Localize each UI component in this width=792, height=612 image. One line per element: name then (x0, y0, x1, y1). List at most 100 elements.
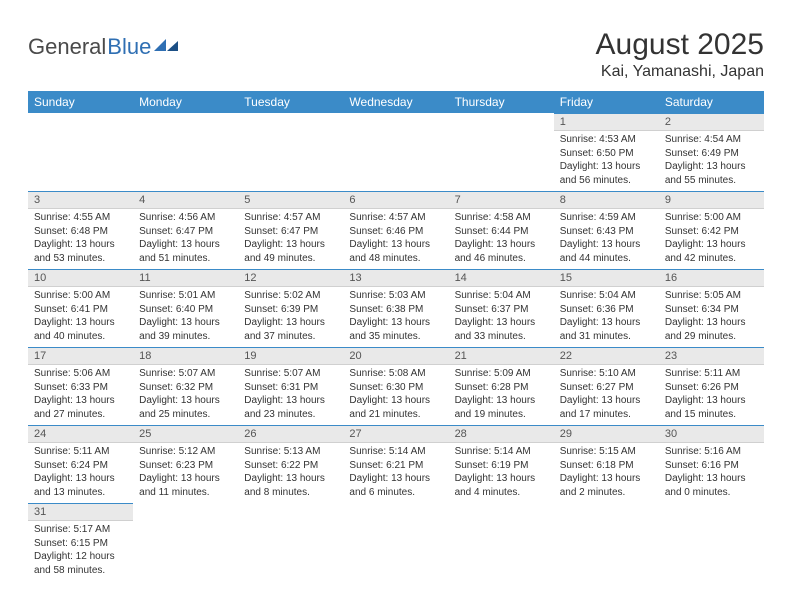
day-number: 27 (343, 426, 448, 442)
day-details: Sunrise: 5:11 AMSunset: 6:24 PMDaylight:… (28, 443, 133, 503)
daylight-line: Daylight: 13 hours and 23 minutes. (244, 394, 337, 421)
day-number: 4 (133, 192, 238, 208)
calendar-week: 24Sunrise: 5:11 AMSunset: 6:24 PMDayligh… (28, 425, 764, 503)
daylight-line: Daylight: 13 hours and 44 minutes. (560, 238, 653, 265)
calendar-cell: 12Sunrise: 5:02 AMSunset: 6:39 PMDayligh… (238, 269, 343, 347)
sunset-line: Sunset: 6:30 PM (349, 381, 442, 395)
day-number: 23 (659, 348, 764, 364)
day-details: Sunrise: 4:57 AMSunset: 6:47 PMDaylight:… (238, 209, 343, 269)
calendar-cell (238, 113, 343, 191)
daylight-line: Daylight: 13 hours and 27 minutes. (34, 394, 127, 421)
daylight-line: Daylight: 13 hours and 56 minutes. (560, 160, 653, 187)
calendar-cell: 25Sunrise: 5:12 AMSunset: 6:23 PMDayligh… (133, 425, 238, 503)
day-number: 31 (28, 504, 133, 520)
day-details: Sunrise: 5:08 AMSunset: 6:30 PMDaylight:… (343, 365, 448, 425)
day-number: 24 (28, 426, 133, 442)
day-number: 1 (554, 114, 659, 130)
calendar-cell (28, 113, 133, 191)
month-title: August 2025 (596, 28, 764, 61)
calendar-cell: 26Sunrise: 5:13 AMSunset: 6:22 PMDayligh… (238, 425, 343, 503)
daylight-line: Daylight: 13 hours and 39 minutes. (139, 316, 232, 343)
daylight-line: Daylight: 13 hours and 31 minutes. (560, 316, 653, 343)
page-header: GeneralBlue August 2025 Kai, Yamanashi, … (28, 28, 764, 81)
sunset-line: Sunset: 6:40 PM (139, 303, 232, 317)
sunrise-line: Sunrise: 4:55 AM (34, 211, 127, 225)
sunset-line: Sunset: 6:22 PM (244, 459, 337, 473)
sunrise-line: Sunrise: 5:16 AM (665, 445, 758, 459)
day-details: Sunrise: 5:10 AMSunset: 6:27 PMDaylight:… (554, 365, 659, 425)
sunrise-line: Sunrise: 5:06 AM (34, 367, 127, 381)
day-number: 28 (449, 426, 554, 442)
daylight-line: Daylight: 13 hours and 51 minutes. (139, 238, 232, 265)
sunset-line: Sunset: 6:32 PM (139, 381, 232, 395)
calendar-header-row: SundayMondayTuesdayWednesdayThursdayFrid… (28, 91, 764, 113)
daylight-line: Daylight: 13 hours and 33 minutes. (455, 316, 548, 343)
calendar-cell: 10Sunrise: 5:00 AMSunset: 6:41 PMDayligh… (28, 269, 133, 347)
calendar-cell (449, 503, 554, 581)
calendar-cell: 21Sunrise: 5:09 AMSunset: 6:28 PMDayligh… (449, 347, 554, 425)
daylight-line: Daylight: 13 hours and 19 minutes. (455, 394, 548, 421)
daylight-line: Daylight: 13 hours and 6 minutes. (349, 472, 442, 499)
brand-name-b: Blue (107, 34, 151, 60)
day-number: 13 (343, 270, 448, 286)
daylight-line: Daylight: 13 hours and 37 minutes. (244, 316, 337, 343)
sunrise-line: Sunrise: 4:53 AM (560, 133, 653, 147)
sunrise-line: Sunrise: 5:14 AM (349, 445, 442, 459)
sunset-line: Sunset: 6:18 PM (560, 459, 653, 473)
location-text: Kai, Yamanashi, Japan (596, 63, 764, 81)
sunset-line: Sunset: 6:19 PM (455, 459, 548, 473)
day-details: Sunrise: 5:13 AMSunset: 6:22 PMDaylight:… (238, 443, 343, 503)
calendar-cell (238, 503, 343, 581)
day-number: 20 (343, 348, 448, 364)
calendar-cell: 16Sunrise: 5:05 AMSunset: 6:34 PMDayligh… (659, 269, 764, 347)
calendar-cell (659, 503, 764, 581)
calendar-cell: 15Sunrise: 5:04 AMSunset: 6:36 PMDayligh… (554, 269, 659, 347)
weekday-header: Monday (133, 91, 238, 113)
day-details: Sunrise: 4:57 AMSunset: 6:46 PMDaylight:… (343, 209, 448, 269)
day-details: Sunrise: 5:04 AMSunset: 6:37 PMDaylight:… (449, 287, 554, 347)
sunrise-line: Sunrise: 5:00 AM (665, 211, 758, 225)
sunset-line: Sunset: 6:43 PM (560, 225, 653, 239)
day-number: 30 (659, 426, 764, 442)
sunrise-line: Sunrise: 4:54 AM (665, 133, 758, 147)
day-details: Sunrise: 5:06 AMSunset: 6:33 PMDaylight:… (28, 365, 133, 425)
day-details: Sunrise: 5:07 AMSunset: 6:31 PMDaylight:… (238, 365, 343, 425)
sunrise-line: Sunrise: 5:12 AM (139, 445, 232, 459)
sunset-line: Sunset: 6:33 PM (34, 381, 127, 395)
sunset-line: Sunset: 6:38 PM (349, 303, 442, 317)
daylight-line: Daylight: 13 hours and 46 minutes. (455, 238, 548, 265)
weekday-header: Thursday (449, 91, 554, 113)
calendar-page: GeneralBlue August 2025 Kai, Yamanashi, … (0, 0, 792, 612)
sunrise-line: Sunrise: 4:59 AM (560, 211, 653, 225)
sunset-line: Sunset: 6:36 PM (560, 303, 653, 317)
calendar-cell: 3Sunrise: 4:55 AMSunset: 6:48 PMDaylight… (28, 191, 133, 269)
calendar-cell: 5Sunrise: 4:57 AMSunset: 6:47 PMDaylight… (238, 191, 343, 269)
sunset-line: Sunset: 6:41 PM (34, 303, 127, 317)
sunrise-line: Sunrise: 5:17 AM (34, 523, 127, 537)
daylight-line: Daylight: 13 hours and 25 minutes. (139, 394, 232, 421)
day-details: Sunrise: 4:53 AMSunset: 6:50 PMDaylight:… (554, 131, 659, 191)
day-details: Sunrise: 5:07 AMSunset: 6:32 PMDaylight:… (133, 365, 238, 425)
day-number: 26 (238, 426, 343, 442)
calendar-week: 17Sunrise: 5:06 AMSunset: 6:33 PMDayligh… (28, 347, 764, 425)
daylight-line: Daylight: 13 hours and 35 minutes. (349, 316, 442, 343)
calendar-week: 3Sunrise: 4:55 AMSunset: 6:48 PMDaylight… (28, 191, 764, 269)
sunrise-line: Sunrise: 5:09 AM (455, 367, 548, 381)
weekday-header: Saturday (659, 91, 764, 113)
day-details: Sunrise: 5:14 AMSunset: 6:21 PMDaylight:… (343, 443, 448, 503)
sunrise-line: Sunrise: 5:05 AM (665, 289, 758, 303)
sunset-line: Sunset: 6:47 PM (139, 225, 232, 239)
calendar-cell: 30Sunrise: 5:16 AMSunset: 6:16 PMDayligh… (659, 425, 764, 503)
sunset-line: Sunset: 6:48 PM (34, 225, 127, 239)
day-number: 19 (238, 348, 343, 364)
calendar-cell: 31Sunrise: 5:17 AMSunset: 6:15 PMDayligh… (28, 503, 133, 581)
brand-logo: GeneralBlue (28, 34, 180, 60)
sunrise-line: Sunrise: 5:11 AM (34, 445, 127, 459)
day-number: 12 (238, 270, 343, 286)
calendar-cell (133, 113, 238, 191)
sunrise-line: Sunrise: 5:11 AM (665, 367, 758, 381)
day-number: 29 (554, 426, 659, 442)
day-details: Sunrise: 5:00 AMSunset: 6:41 PMDaylight:… (28, 287, 133, 347)
daylight-line: Daylight: 12 hours and 58 minutes. (34, 550, 127, 577)
calendar-cell: 4Sunrise: 4:56 AMSunset: 6:47 PMDaylight… (133, 191, 238, 269)
